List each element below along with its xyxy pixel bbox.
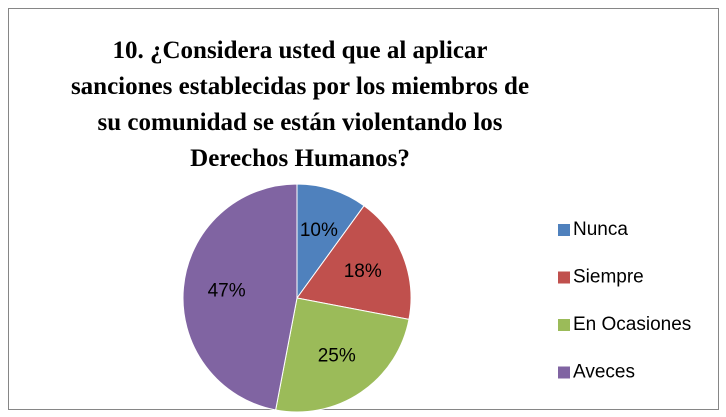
chart-title: su comunidad se están violentando los [98, 109, 503, 136]
chart-title: Derechos Humanos? [190, 145, 410, 172]
data-label: 47% [208, 280, 246, 301]
legend-label: Siempre [573, 267, 644, 288]
data-label: 25% [318, 345, 356, 366]
chart-title: 10. ¿Considera usted que al aplicar [112, 37, 487, 64]
legend-swatch [558, 271, 570, 284]
pie-slice [296, 183, 365, 300]
data-label: 10% [300, 220, 338, 241]
legend-swatch [558, 224, 570, 236]
legend-swatch [558, 366, 570, 379]
legend-label: Aveces [573, 362, 635, 383]
legend-label: Nunca [573, 219, 628, 240]
data-label: 18% [344, 261, 382, 282]
legend-label: En Ocasiones [573, 314, 691, 335]
pie-slice [296, 205, 412, 320]
legend-swatch [558, 319, 570, 331]
chart-title: sanciones establecidas por los miembros … [71, 73, 529, 100]
pie-slice [182, 183, 298, 411]
pie-slice [275, 297, 410, 413]
